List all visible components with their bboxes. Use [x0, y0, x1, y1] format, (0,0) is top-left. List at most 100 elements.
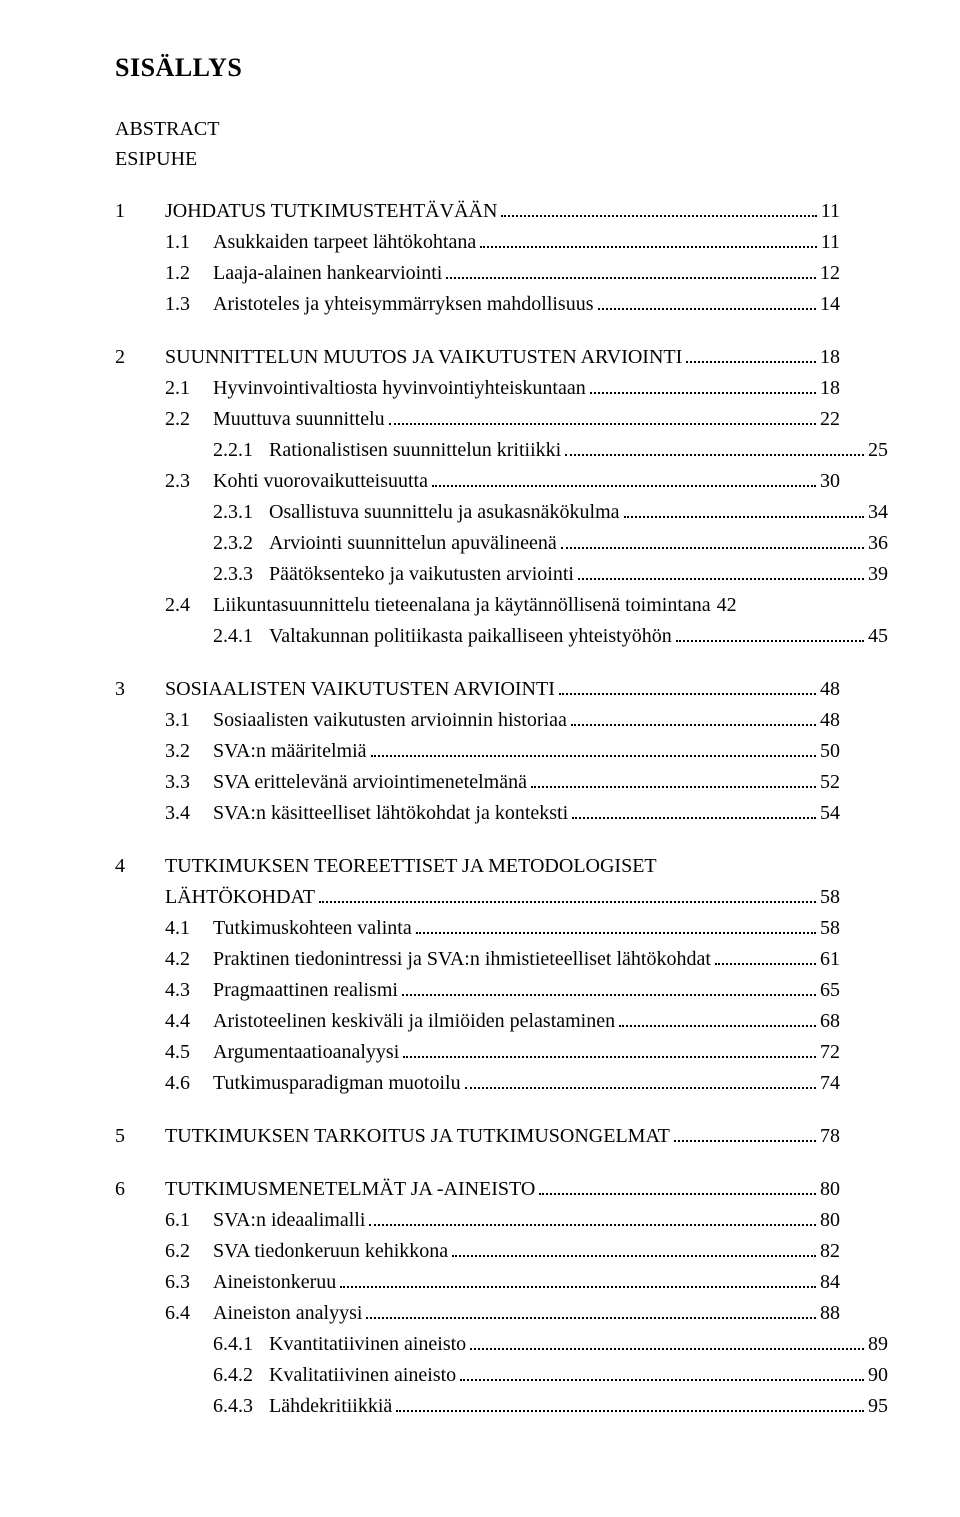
- toc-line: 6.4.1Kvantitatiivinen aineisto89: [165, 1329, 888, 1360]
- chapter-number: 2: [115, 342, 165, 373]
- toc-page: 34: [868, 497, 888, 528]
- toc-leader-dots: [619, 1007, 816, 1027]
- toc-line: 2.3.2Arviointi suunnittelun apuvälineenä…: [165, 528, 888, 559]
- chapter-body: SUUNNITTELUN MUUTOS JA VAIKUTUSTEN ARVIO…: [165, 342, 840, 652]
- toc-line: 3.3SVA erittelevänä arviointimenetelmänä…: [165, 767, 840, 798]
- toc-leader-dots: [465, 1069, 816, 1089]
- toc-line: JOHDATUS TUTKIMUSTEHTÄVÄÄN 11: [165, 196, 840, 227]
- toc-leader-dots: [598, 290, 817, 310]
- toc-leader-dots: [501, 197, 816, 217]
- toc-page: 90: [868, 1360, 888, 1391]
- chapter-body: SOSIAALISTEN VAIKUTUSTEN ARVIOINTI 48 3.1S…: [165, 674, 840, 829]
- chapter-number: 4: [115, 851, 165, 882]
- toc-page: 25: [868, 435, 888, 466]
- toc-leader-dots: [402, 976, 816, 996]
- toc-page: 11: [821, 196, 840, 227]
- toc-label: 6.4Aineiston analyysi: [165, 1298, 362, 1329]
- toc-line: SUUNNITTELUN MUUTOS JA VAIKUTUSTEN ARVIO…: [165, 342, 840, 373]
- toc-label: 3.1Sosiaalisten vaikutusten arvioinnin h…: [165, 705, 567, 736]
- toc-line: 3.2SVA:n määritelmiä50: [165, 736, 840, 767]
- toc-line: LÄHTÖKOHDAT58: [165, 882, 840, 913]
- toc-line: 2.2Muuttuva suunnittelu22: [165, 404, 840, 435]
- toc-leader-dots: [432, 467, 816, 487]
- toc-label: 2.4Liikuntasuunnittelu tieteenalana ja k…: [165, 590, 711, 621]
- toc-label: 2.1Hyvinvointivaltiosta hyvinvointiyhtei…: [165, 373, 586, 404]
- toc-label: 4.1Tutkimuskohteen valinta: [165, 913, 412, 944]
- toc-label: 2.3.1Osallistuva suunnittelu ja asukasnä…: [213, 497, 620, 528]
- toc-line: 1.3Aristoteles ja yhteisymmärryksen mahd…: [165, 289, 840, 320]
- toc-leader-dots: [674, 1122, 816, 1142]
- toc-leader-dots: [416, 914, 816, 934]
- chapter-body: TUTKIMUKSEN TARKOITUS JA TUTKIMUSONGELMA…: [165, 1121, 840, 1152]
- toc-line: 6.4.3Lähdekritiikkiä95: [165, 1391, 888, 1422]
- toc-leader-dots: [371, 737, 817, 757]
- toc-label: SOSIAALISTEN VAIKUTUSTEN ARVIOINTI: [165, 674, 555, 705]
- toc-line: 2.4.1Valtakunnan politiikasta paikallise…: [165, 621, 888, 652]
- toc-page: 80: [820, 1205, 840, 1236]
- toc-page: 52: [820, 767, 840, 798]
- toc-leader-dots: [539, 1175, 816, 1195]
- toc-chapter: 1JOHDATUS TUTKIMUSTEHTÄVÄÄN 111.1Asukkaid…: [115, 196, 840, 320]
- toc-page: 30: [820, 466, 840, 497]
- toc-leader-dots: [565, 436, 864, 456]
- toc-leader-dots: [715, 945, 816, 965]
- toc-leader-dots: [561, 529, 864, 549]
- toc-page: 48: [820, 705, 840, 736]
- toc-label: 6.1SVA:n ideaalimalli: [165, 1205, 365, 1236]
- table-of-contents: 1JOHDATUS TUTKIMUSTEHTÄVÄÄN 111.1Asukkaid…: [115, 196, 840, 1422]
- toc-leader-dots: [446, 259, 816, 279]
- toc-leader-dots: [340, 1268, 816, 1288]
- toc-leader-dots: [571, 706, 816, 726]
- toc-label: 4.6Tutkimusparadigman muotoilu: [165, 1068, 461, 1099]
- toc-line: 6.2SVA tiedonkeruun kehikkona82: [165, 1236, 840, 1267]
- toc-line: SOSIAALISTEN VAIKUTUSTEN ARVIOINTI 48: [165, 674, 840, 705]
- front-matter: ABSTRACT ESIPUHE: [115, 114, 840, 174]
- toc-leader-dots: [366, 1299, 816, 1319]
- toc-label: 2.3Kohti vuorovaikutteisuutta: [165, 466, 428, 497]
- chapter-body: JOHDATUS TUTKIMUSTEHTÄVÄÄN 111.1Asukkaide…: [165, 196, 840, 320]
- toc-line: 6.4Aineiston analyysi88: [165, 1298, 840, 1329]
- toc-label: 2.4.1Valtakunnan politiikasta paikallise…: [213, 621, 672, 652]
- chapter-number: 1: [115, 196, 165, 227]
- toc-line: 3.4SVA:n käsitteelliset lähtökohdat ja k…: [165, 798, 840, 829]
- toc-page: 11: [821, 227, 840, 258]
- toc-leader-dots: [590, 374, 816, 394]
- toc-label: 6.4.2Kvalitatiivinen aineisto: [213, 1360, 456, 1391]
- toc-line: 6.4.2Kvalitatiivinen aineisto 90: [165, 1360, 888, 1391]
- toc-chapter: 3SOSIAALISTEN VAIKUTUSTEN ARVIOINTI 48 3.1…: [115, 674, 840, 829]
- toc-leader-dots: [686, 343, 816, 363]
- toc-chapter: 2SUUNNITTELUN MUUTOS JA VAIKUTUSTEN ARVI…: [115, 342, 840, 652]
- toc-leader-dots: [319, 883, 816, 903]
- toc-page: 39: [868, 559, 888, 590]
- toc-page: 74: [820, 1068, 840, 1099]
- toc-line: 2.4Liikuntasuunnittelu tieteenalana ja k…: [165, 590, 840, 621]
- toc-page: 22: [820, 404, 840, 435]
- toc-page: 78: [820, 1121, 840, 1152]
- front-abstract: ABSTRACT: [115, 114, 840, 144]
- chapter-number: 5: [115, 1121, 165, 1152]
- toc-page: 80: [820, 1174, 840, 1205]
- toc-label: TUTKIMUSMENETELMÄT JA -AINEISTO: [165, 1174, 535, 1205]
- toc-label: 3.3SVA erittelevänä arviointimenetelmänä: [165, 767, 527, 798]
- toc-line: 4.3Pragmaattinen realismi65: [165, 975, 840, 1006]
- toc-label: LÄHTÖKOHDAT: [165, 882, 315, 913]
- toc-leader-dots: [396, 1392, 864, 1412]
- toc-label: 3.2SVA:n määritelmiä: [165, 736, 367, 767]
- toc-line: 2.3.1Osallistuva suunnittelu ja asukasnä…: [165, 497, 888, 528]
- toc-line: 4.1Tutkimuskohteen valinta58: [165, 913, 840, 944]
- toc-line: 4.2Praktinen tiedonintressi ja SVA:n ihm…: [165, 944, 840, 975]
- toc-label: JOHDATUS TUTKIMUSTEHTÄVÄÄN: [165, 196, 497, 227]
- toc-label: 4.5Argumentaatioanalyysi: [165, 1037, 399, 1068]
- front-esipuhe: ESIPUHE: [115, 144, 840, 174]
- toc-line: 1.1Asukkaiden tarpeet lähtökohtana11: [165, 227, 840, 258]
- toc-label: 2.3.3Päätöksenteko ja vaikutusten arvioi…: [213, 559, 574, 590]
- toc-line: 2.3.3Päätöksenteko ja vaikutusten arvioi…: [165, 559, 888, 590]
- chapter-number: 3: [115, 674, 165, 705]
- toc-page: 12: [820, 258, 840, 289]
- toc-line: 2.1Hyvinvointivaltiosta hyvinvointiyhtei…: [165, 373, 840, 404]
- toc-page: 65: [820, 975, 840, 1006]
- toc-leader-dots: [572, 799, 816, 819]
- toc-page: 42: [717, 590, 737, 621]
- toc-page: 48: [820, 674, 840, 705]
- toc-line: 2.3Kohti vuorovaikutteisuutta 30: [165, 466, 840, 497]
